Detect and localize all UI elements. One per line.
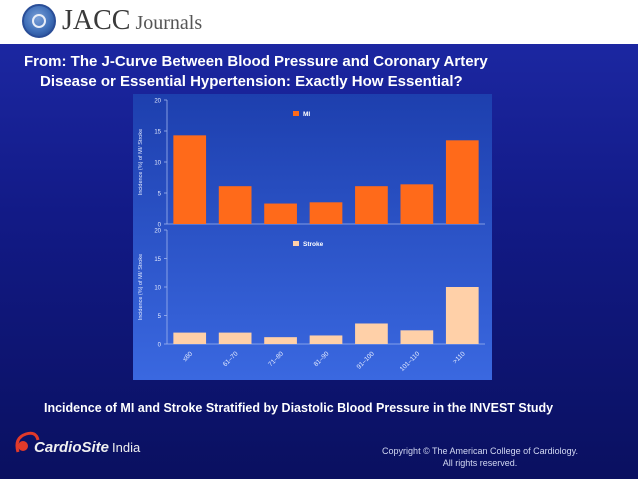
copyright-line-1: Copyright © The American College of Card… [382, 446, 578, 456]
cardiosite-brand: CardioSite [34, 439, 109, 456]
mi-bar [445, 140, 479, 224]
logo-main: JACC [62, 5, 131, 36]
figure-caption: Incidence of MI and Stroke Stratified by… [44, 401, 554, 415]
stroke-bar [445, 287, 479, 344]
cardiosite-logo-graphic: CardioSite India [15, 431, 141, 456]
stroke-bar [400, 330, 434, 344]
stroke-legend-label: Stroke [303, 241, 324, 248]
copyright-notice: Copyright © The American College of Card… [360, 445, 600, 469]
stroke-bar [173, 332, 207, 344]
mi-legend-label: MI [303, 111, 310, 118]
mi-y-tick-label: 5 [158, 192, 162, 198]
mi-bar [264, 203, 297, 224]
stroke-y-tick-label: 10 [154, 286, 161, 292]
figure: 0 5 10 15 20 Incidence (%) of MI/ Stroke MI 0 5 1… [133, 94, 492, 380]
logo-sub: Journals [130, 12, 203, 34]
cardiosite-brand-suffix: India [112, 440, 141, 455]
stroke-y-tick-label: 15 [154, 257, 161, 263]
title-line-2: Disease or Essential Hypertension: Exact… [40, 73, 463, 90]
mi-y-tick-label: 15 [154, 130, 161, 136]
cardiosite-logo[interactable]: CardioSite India [12, 428, 142, 462]
mi-bar [173, 135, 207, 224]
mi-y-tick-label: 0 [158, 223, 162, 229]
mi-y-axis-label: Incidence (%) of MI/ Stroke [138, 129, 144, 195]
stroke-y-tick-label: 5 [158, 314, 162, 320]
acc-seal-icon [22, 4, 56, 38]
stroke-y-tick-label: 0 [158, 343, 162, 349]
stroke-y-axis-label: Incidence (%) of MI/ Stroke [138, 254, 144, 320]
mi-bar [400, 184, 434, 224]
mi-y-tick-label: 10 [154, 161, 161, 167]
title-line-1: From: The J-Curve Between Blood Pressure… [24, 53, 488, 70]
heart-dot-icon [18, 441, 28, 451]
stroke-legend-swatch [293, 241, 299, 246]
logo-text: JACC Journals [62, 5, 202, 37]
stroke-y-tick-label: 20 [154, 229, 161, 235]
bar-chart-figure: 0 5 10 15 20 Incidence (%) of MI/ Stroke MI 0 5 1… [133, 94, 492, 380]
mi-bar [218, 186, 252, 224]
mi-bar [309, 202, 343, 224]
mi-legend-swatch [293, 111, 299, 116]
stroke-bar [218, 332, 252, 344]
slide-title: From: The J-Curve Between Blood Pressure… [24, 52, 624, 92]
mi-bar [355, 186, 388, 224]
copyright-line-2: All rights reserved. [442, 458, 518, 468]
header-band: JACC Journals [0, 0, 638, 44]
stroke-bar [309, 335, 343, 344]
stroke-bar [355, 323, 388, 344]
heart-swoosh-icon [15, 431, 40, 453]
jacc-journals-logo[interactable]: JACC Journals [22, 3, 222, 41]
mi-y-tick-label: 20 [154, 99, 161, 105]
stroke-bar [264, 337, 297, 344]
